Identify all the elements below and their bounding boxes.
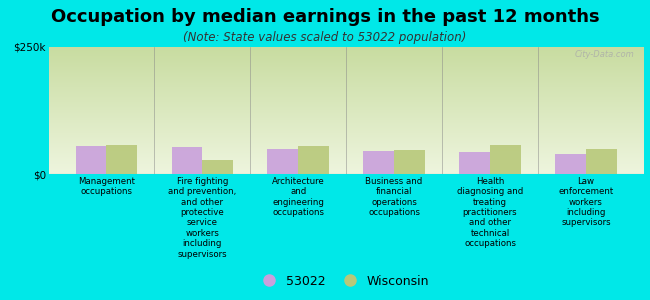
Bar xyxy=(363,151,394,174)
Bar xyxy=(586,148,617,174)
Bar xyxy=(107,145,137,174)
Bar xyxy=(394,150,425,174)
Bar xyxy=(490,145,521,174)
Bar xyxy=(75,146,107,174)
Bar xyxy=(460,152,490,174)
Bar xyxy=(555,154,586,174)
Bar xyxy=(202,160,233,174)
Text: Occupation by median earnings in the past 12 months: Occupation by median earnings in the pas… xyxy=(51,8,599,26)
Bar xyxy=(298,146,329,174)
Bar xyxy=(172,148,202,174)
Text: (Note: State values scaled to 53022 population): (Note: State values scaled to 53022 popu… xyxy=(183,32,467,44)
Legend: 53022, Wisconsin: 53022, Wisconsin xyxy=(258,270,434,293)
Text: City-Data.com: City-Data.com xyxy=(575,50,634,59)
Bar xyxy=(267,148,298,174)
